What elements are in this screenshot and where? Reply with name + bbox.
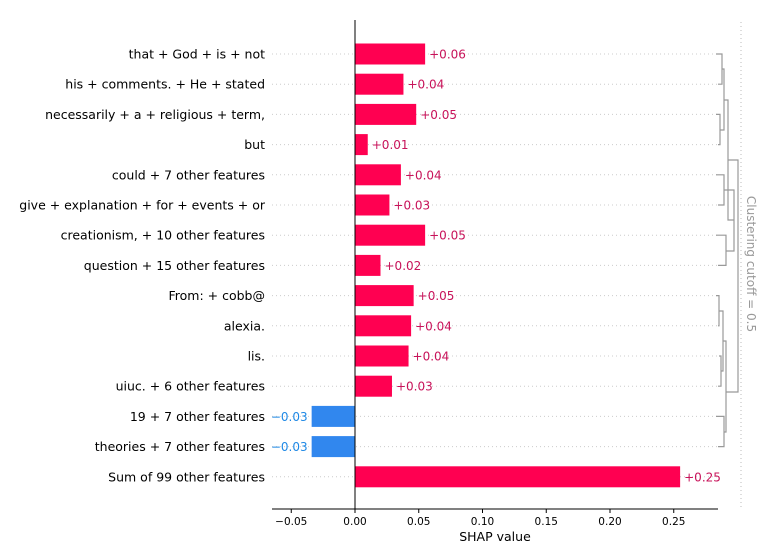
feature-labels: that + God + is + not his + comments. + H…	[19, 47, 266, 485]
bar	[311, 405, 355, 427]
feature-label: question + 15 other features	[84, 258, 265, 273]
value-label: +0.04	[413, 350, 450, 364]
feature-label: uiuc. + 6 other features	[116, 379, 265, 394]
value-label: +0.05	[418, 289, 455, 303]
value-label: +0.04	[407, 78, 444, 92]
bar	[355, 315, 412, 337]
dendrogram-link	[716, 415, 725, 448]
bar	[355, 194, 390, 216]
bars	[311, 43, 681, 488]
feature-label: From: + cobb@	[169, 288, 266, 303]
feature-label: necessarily + a + religious + term,	[45, 107, 265, 122]
dendrogram-link	[718, 355, 722, 387]
bar	[355, 375, 392, 397]
value-label: −0.03	[271, 410, 308, 424]
feature-label: 19 + 7 other features	[130, 409, 265, 424]
value-label: +0.25	[684, 470, 721, 484]
feature-label: give + explanation + for + events + or	[19, 198, 266, 213]
feature-label: Sum of 99 other features	[108, 469, 265, 484]
feature-label: lis.	[248, 349, 265, 364]
x-tick-label: 0.05	[407, 516, 430, 528]
clustering-cutoff-label: Clustering cutoff = 0.5	[744, 196, 758, 332]
x-tick-label: −0.05	[275, 516, 307, 528]
feature-label: that + God + is + not	[129, 47, 265, 62]
value-label: −0.03	[271, 440, 308, 454]
bar	[355, 73, 404, 95]
feature-label: creationism, + 10 other features	[61, 228, 265, 243]
dendrogram-link	[716, 113, 721, 146]
value-label: +0.02	[385, 259, 422, 273]
value-label: +0.03	[393, 199, 430, 213]
bar	[311, 436, 355, 458]
x-tick-label: 0.25	[662, 516, 685, 528]
bar	[355, 164, 401, 186]
value-label: +0.04	[415, 319, 452, 333]
dendrogram-link	[716, 174, 725, 206]
bar	[355, 285, 414, 307]
bar	[355, 134, 368, 156]
value-label: +0.05	[429, 229, 466, 243]
dendrogram-link	[716, 295, 720, 327]
value-label: +0.04	[405, 168, 442, 182]
clustering-dendrogram	[716, 53, 739, 448]
bar	[355, 224, 426, 246]
value-label: +0.01	[372, 138, 409, 152]
dendrogram-link	[723, 340, 727, 433]
value-label: +0.03	[396, 380, 433, 394]
dendrogram-link	[716, 234, 727, 266]
feature-label: his + comments. + He + stated	[65, 77, 265, 92]
bar	[355, 43, 426, 65]
x-tick-label: 0.00	[343, 516, 366, 528]
feature-label: alexia.	[224, 318, 265, 333]
feature-label: theories + 7 other features	[95, 439, 265, 454]
dendrogram-link	[716, 53, 723, 85]
bar	[355, 345, 409, 367]
x-tick-label: 0.15	[535, 516, 558, 528]
value-label: +0.05	[420, 108, 457, 122]
bar	[355, 254, 381, 276]
dendrogram-link	[726, 159, 739, 393]
x-axis: −0.05 0.00 0.05 0.10 0.15 0.20 0.25	[272, 508, 718, 528]
feature-label: but	[244, 137, 265, 152]
feature-label: could + 7 other features	[112, 167, 265, 182]
bar	[355, 466, 681, 488]
x-axis-label: SHAP value	[459, 529, 531, 544]
x-tick-label: 0.10	[471, 516, 494, 528]
value-label: +0.06	[429, 48, 466, 62]
bar	[355, 103, 417, 125]
x-tick-label: 0.20	[598, 516, 621, 528]
value-labels: +0.06 +0.04 +0.05 +0.01 +0.04 +0.03 +0.05 +0.02…	[271, 48, 721, 485]
